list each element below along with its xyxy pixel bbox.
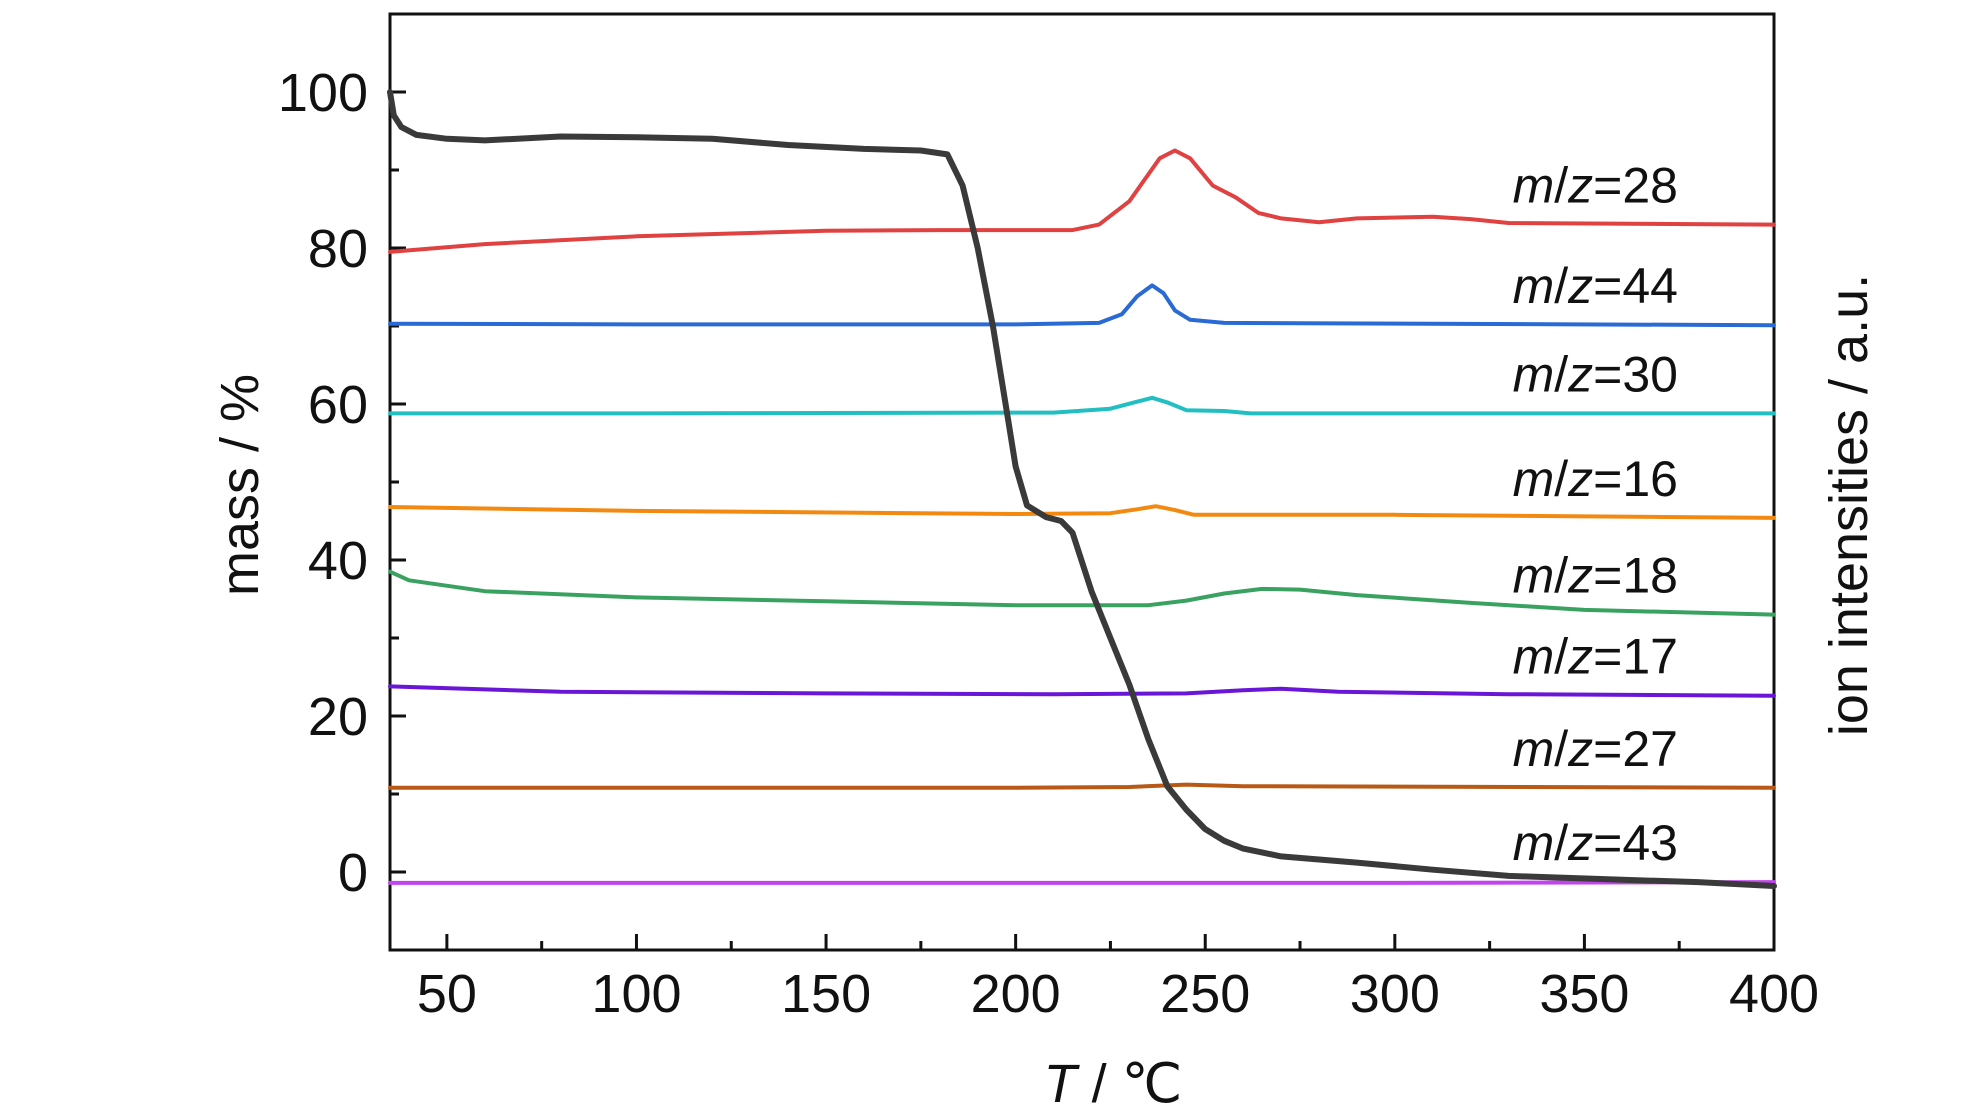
x-axis-title: T / ℃ (1044, 1054, 1183, 1110)
left-y-axis-title: mass / % (210, 374, 270, 596)
ion-series-line-mz27 (388, 782, 1776, 790)
ion-series-line-mz18 (388, 569, 1776, 617)
series-label-mz30: m/z=30 (1513, 346, 1678, 402)
x-tick-label: 300 (1350, 964, 1440, 1024)
x-axis-unit: / ℃ (1077, 1054, 1183, 1110)
y-tick-label: 40 (308, 531, 368, 591)
series-label-mz18: m/z=18 (1513, 548, 1678, 604)
x-axis-variable: T (1044, 1054, 1081, 1110)
series-label-mz16: m/z=16 (1513, 451, 1678, 507)
x-tick-label: 350 (1539, 964, 1629, 1024)
series-label-mz44: m/z=44 (1513, 258, 1678, 314)
x-tick-label: 400 (1729, 964, 1819, 1024)
y-tick-label: 80 (308, 219, 368, 279)
x-tick-label: 250 (1160, 964, 1250, 1024)
x-tick-label: 150 (781, 964, 871, 1024)
series-label-mz28: m/z=28 (1513, 158, 1678, 214)
ion-series-line-mz17 (388, 684, 1776, 698)
axis-ticks (390, 12, 1776, 952)
series-lines (387, 89, 1777, 889)
series-label-mz43: m/z=43 (1513, 815, 1678, 871)
y-tick-label: 100 (278, 63, 368, 123)
ion-series-line-mz44 (388, 283, 1776, 328)
x-tick-label: 200 (971, 964, 1061, 1024)
series-label-mz27: m/z=27 (1513, 721, 1678, 777)
ion-series-line-mz28 (388, 148, 1776, 254)
ion-series-line-mz30 (388, 395, 1776, 416)
axis-tick-labels: 50 100 150 200 250 300 350 400 0 20 40 60 80 100 (278, 63, 1819, 1024)
series-labels: m/z=28 m/z=44 m/z=30 m/z=16 m/z=18 m/z=17 m/z=… (1513, 158, 1678, 872)
ion-series-line-mz43 (388, 880, 1776, 885)
series-label-mz17: m/z=17 (1513, 629, 1678, 685)
x-tick-label: 100 (591, 964, 681, 1024)
y-tick-label: 0 (338, 843, 368, 903)
mass-series-line (387, 89, 1777, 889)
right-y-axis-title: ion intensities / a.u. (1819, 274, 1879, 736)
x-tick-label: 50 (417, 964, 477, 1024)
y-tick-label: 60 (308, 375, 368, 435)
ion-series-line-mz16 (388, 504, 1776, 520)
y-tick-label: 20 (308, 687, 368, 747)
